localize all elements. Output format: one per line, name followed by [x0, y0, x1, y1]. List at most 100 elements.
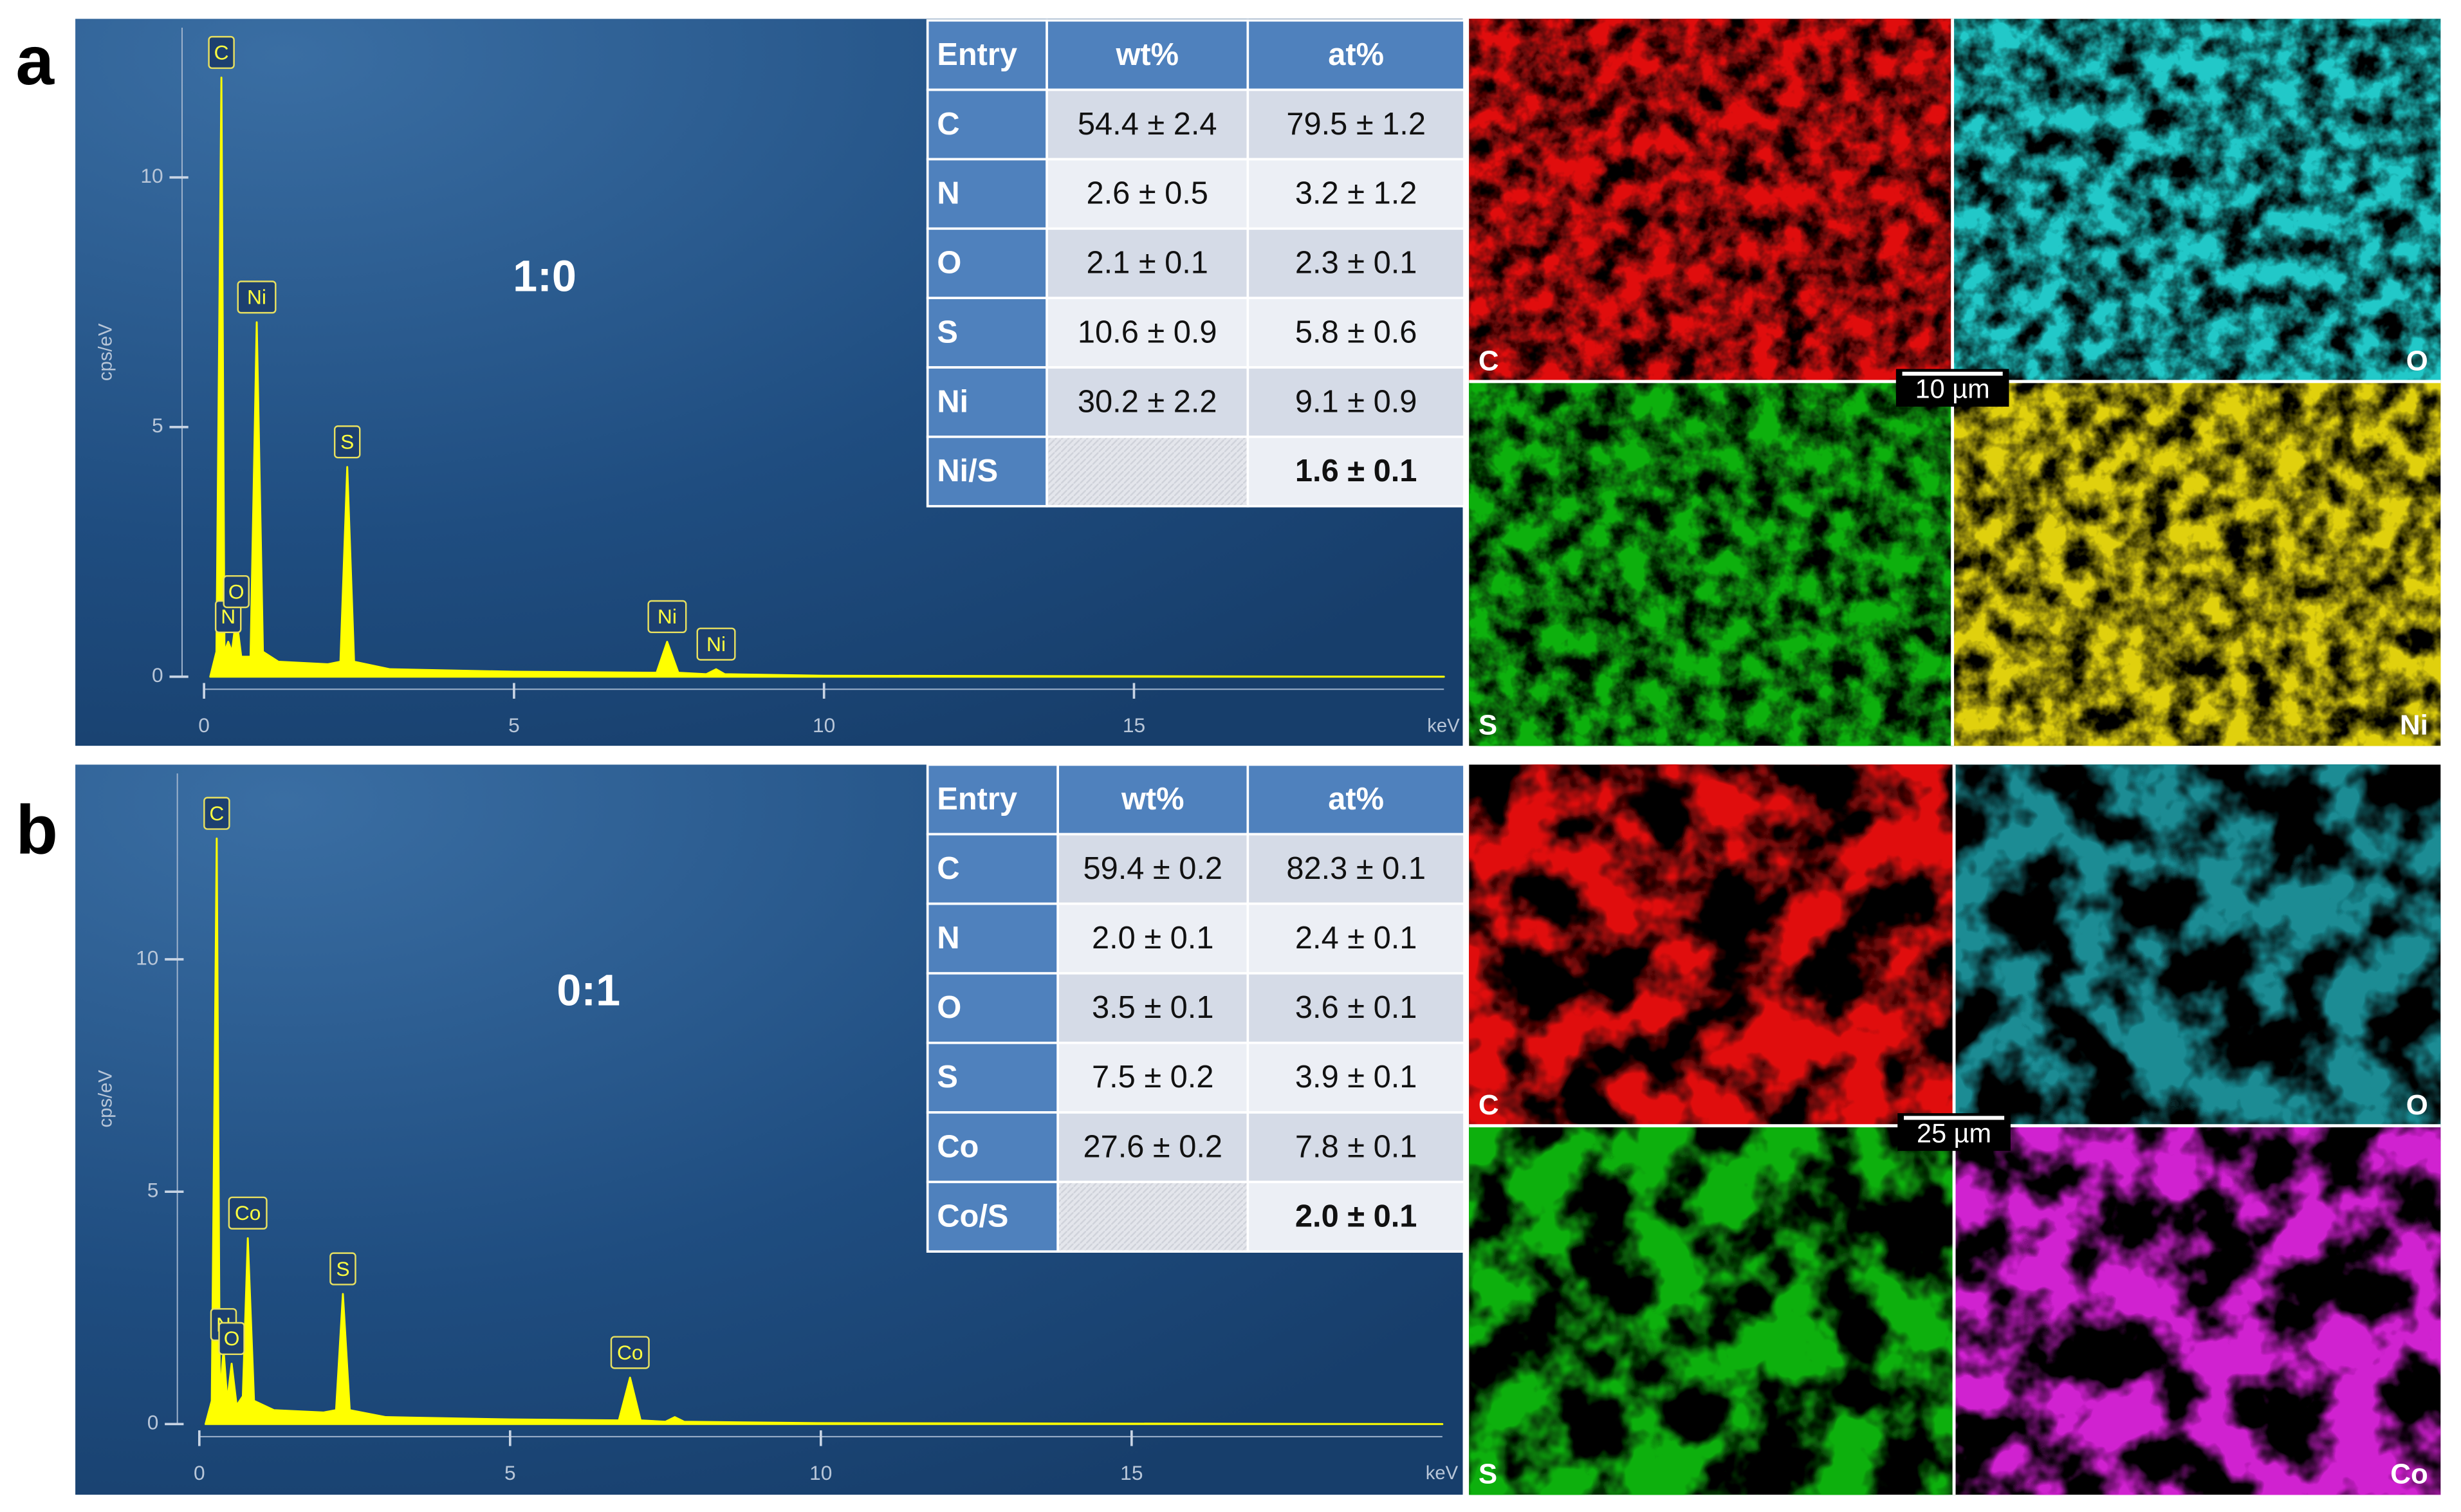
peak-label: Co [235, 1201, 261, 1224]
ratio-annotation: 1:0 [513, 252, 576, 300]
table-cell [926, 763, 1059, 836]
table-header: Ni/S [937, 454, 998, 488]
table-value: 3.2 ± 1.2 [1295, 176, 1417, 211]
table-cell [926, 366, 1048, 438]
table-header: at% [1328, 782, 1384, 816]
x-tick-label: 10 [813, 714, 835, 737]
peak-label-box [223, 575, 250, 609]
element-map [1469, 764, 1955, 1126]
table-header: O [937, 990, 961, 1025]
table-cell [926, 227, 1048, 299]
peak-label-box [218, 1322, 245, 1356]
table-header: N [937, 921, 959, 955]
table-value: 2.0 ± 0.1 [1092, 921, 1213, 955]
table-value: 82.3 ± 0.1 [1286, 851, 1426, 886]
peak-label-box [208, 35, 235, 69]
peak-label-box [610, 1336, 650, 1369]
ratio-annotation: 0:1 [557, 966, 620, 1015]
table-value: 3.9 ± 0.1 [1295, 1060, 1417, 1094]
element-map [1954, 764, 2441, 1126]
table-value: 5.8 ± 0.6 [1295, 315, 1417, 349]
x-tick-label: 5 [504, 1461, 516, 1484]
scale-bar-label: 10 µm [1915, 374, 1990, 404]
table-header: S [937, 1060, 958, 1094]
x-tick-label: 0 [198, 714, 210, 737]
table-cell [1246, 227, 1466, 299]
table-cell [1056, 902, 1249, 975]
table-value: 2.1 ± 0.1 [1086, 246, 1208, 281]
table-value: 2.0 ± 0.1 [1295, 1199, 1417, 1233]
table-cell [926, 88, 1048, 161]
panel-label: b [15, 791, 58, 869]
x-axis-label: keV [1426, 1463, 1459, 1484]
table-cell [1246, 158, 1466, 230]
element-map [1952, 19, 2441, 382]
peak-label: Ni [247, 286, 266, 309]
x-axis-label: keV [1427, 716, 1460, 737]
table-value: 59.4 ± 0.2 [1083, 851, 1222, 886]
map-label: Ni [2400, 709, 2428, 741]
y-axis-label: cps/eV [96, 323, 116, 381]
element-map [1954, 1125, 2441, 1495]
table-header: wt% [1115, 37, 1179, 72]
map-label: C [1479, 1089, 1499, 1121]
table-header: S [937, 315, 958, 349]
x-tick-label: 10 [809, 1461, 832, 1484]
table-cell [1246, 88, 1466, 161]
peak-label: O [224, 1327, 240, 1350]
table-value: 1.6 ± 0.1 [1295, 454, 1417, 488]
peak-label: Co [617, 1341, 643, 1364]
table-header: C [937, 107, 959, 142]
table-cell [1246, 763, 1466, 836]
table-value: 3.5 ± 0.1 [1092, 990, 1213, 1025]
table-cell [1046, 436, 1249, 508]
table-cell [926, 297, 1048, 369]
table-cell [1246, 1111, 1466, 1183]
panel-label: a [15, 22, 55, 99]
table-cell [1056, 972, 1249, 1044]
table-value: 3.6 ± 0.1 [1295, 990, 1417, 1025]
table-cell [1246, 1042, 1466, 1114]
table-cell [1056, 1181, 1249, 1253]
table-value: 9.1 ± 0.9 [1295, 384, 1417, 419]
table-value: 30.2 ± 2.2 [1078, 384, 1217, 419]
peak-label-box [647, 600, 687, 634]
table-value: 10.6 ± 0.9 [1078, 315, 1217, 349]
x-tick-label: 5 [508, 714, 520, 737]
table-cell [1246, 1181, 1466, 1253]
table-cell [1046, 366, 1249, 438]
y-tick-label: 0 [152, 663, 163, 687]
spectrum [205, 837, 1444, 1425]
peak-label: Ni [706, 632, 726, 656]
peak-label-box [203, 797, 230, 830]
map-label: O [2406, 345, 2428, 376]
y-tick-label: 5 [147, 1179, 159, 1202]
map-label: S [1479, 1458, 1497, 1489]
table-header: at% [1328, 37, 1384, 72]
table-header: Ni [937, 384, 968, 419]
peak-label: N [221, 605, 235, 628]
peak-label: C [209, 802, 224, 825]
peak-label-box [329, 1252, 356, 1286]
peak-label: O [228, 580, 244, 603]
peak-label-box [333, 425, 361, 459]
peak-label: Ni [658, 605, 677, 628]
table-header: Entry [937, 782, 1017, 816]
table-cell [926, 1181, 1059, 1253]
y-axis-label: cps/eV [96, 1070, 116, 1128]
map-label: C [1479, 345, 1499, 376]
peak-label: C [214, 41, 229, 64]
table-cell [1246, 436, 1466, 508]
table-header: O [937, 246, 961, 281]
x-tick-label: 0 [194, 1461, 205, 1484]
map-label: S [1479, 709, 1497, 741]
element-map [1469, 1125, 1955, 1495]
table-cell [1056, 1111, 1249, 1183]
table-cell [926, 1111, 1059, 1183]
table-header: N [937, 176, 959, 211]
table-header: Co/S [937, 1199, 1008, 1233]
y-tick-label: 10 [140, 164, 163, 187]
table-header: Co [937, 1129, 979, 1164]
